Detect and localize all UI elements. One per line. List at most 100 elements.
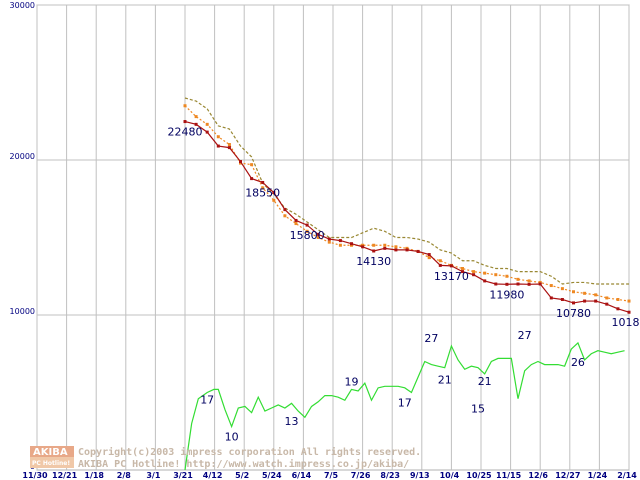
- x-tick-label: 7/5: [324, 471, 338, 480]
- series-point-average: [327, 240, 331, 244]
- data-label: 26: [571, 356, 585, 369]
- data-label: 10780: [556, 307, 591, 320]
- series-point-average: [316, 236, 320, 239]
- series-point-lowest: [405, 248, 409, 252]
- series-point-lowest: [627, 310, 631, 314]
- series-point-average: [194, 115, 198, 119]
- series-point-average: [383, 243, 387, 247]
- series-point-lowest: [472, 273, 476, 277]
- series-point-average: [239, 161, 242, 165]
- series-point-average: [394, 245, 398, 249]
- series-line-upper: [184, 97, 629, 285]
- logo-top-box: [30, 446, 74, 457]
- series-point-average: [516, 277, 520, 281]
- series-point-average: [261, 186, 265, 190]
- x-tick-label: 3/21: [173, 471, 193, 480]
- series-point-lowest: [227, 146, 231, 150]
- copyright-watermark: AKIBA PC Hotline! Copyright(c)2003 impre…: [30, 446, 421, 470]
- series-point-average: [505, 274, 509, 278]
- x-tick-label: 12/21: [52, 471, 78, 480]
- data-label: 18550: [245, 186, 280, 199]
- series-point-lowest: [461, 270, 464, 274]
- data-label: 27: [518, 329, 532, 342]
- series-point-average: [494, 273, 498, 277]
- x-tick-label: 5/2: [235, 471, 249, 480]
- data-label: 10180: [612, 316, 640, 329]
- grid: [36, 4, 630, 471]
- series-point-lowest: [572, 301, 575, 305]
- data-label: 17: [398, 397, 412, 410]
- series-point-average: [472, 270, 476, 274]
- series-point-lowest: [283, 208, 287, 212]
- series-point-average: [272, 198, 276, 202]
- series-point-average: [338, 243, 342, 247]
- series-group: [183, 97, 631, 471]
- data-label: 27: [424, 332, 438, 345]
- series-point-lowest: [294, 218, 298, 222]
- series-point-lowest: [350, 242, 353, 246]
- series-point-average: [372, 243, 376, 247]
- series-line-shops: [184, 341, 625, 471]
- series-point-average: [594, 293, 598, 297]
- series-point-average: [305, 229, 309, 233]
- site-url-line: AKIBA PC Hotline! http://www.watch.impre…: [78, 458, 409, 470]
- series-point-lowest: [560, 298, 564, 301]
- x-tick-label: 8/23: [380, 471, 400, 480]
- series-point-lowest: [605, 302, 609, 306]
- x-tick-label: 10/4: [440, 471, 460, 480]
- series-point-average: [538, 280, 542, 284]
- x-axis-ticks: 11/30 12/21 1/18 2/8 3/1 3/21 4/12 5/2 5/24 6/14 7…: [22, 471, 637, 480]
- data-label: 15800: [290, 229, 325, 242]
- copyright-line: Copyright(c)2003 impress corporation All…: [78, 446, 421, 458]
- x-tick-label: 10/25: [466, 471, 492, 480]
- series-point-average: [250, 163, 254, 167]
- series-point-average: [583, 291, 587, 295]
- series-point-lowest: [505, 282, 509, 286]
- x-tick-label: 4/12: [203, 471, 223, 480]
- series-point-lowest: [194, 122, 198, 126]
- series-point-lowest: [483, 279, 487, 283]
- series-point-lowest: [205, 130, 209, 134]
- logo-bottom-text: PC Hotline!: [32, 460, 70, 467]
- data-label: 17: [200, 393, 214, 406]
- series-point-average: [294, 222, 298, 226]
- data-label: 11980: [489, 288, 524, 301]
- x-tick-label: 7/26: [351, 471, 371, 480]
- series-point-average: [616, 298, 620, 301]
- logo-bottom-box: [30, 457, 74, 468]
- series-point-average: [227, 143, 231, 146]
- series-point-lowest: [183, 120, 187, 124]
- series-point-lowest: [305, 223, 309, 227]
- x-tick-label: 2/14: [617, 471, 637, 480]
- x-tick-label: 1/18: [84, 471, 104, 480]
- series-point-lowest: [616, 307, 620, 311]
- series-point-lowest: [583, 299, 587, 303]
- data-label: 15: [471, 403, 485, 416]
- x-tick-label: 2/8: [117, 471, 131, 480]
- y-axis-ticks: 3000020000100000: [10, 1, 35, 471]
- series-point-lowest: [338, 239, 342, 243]
- series-point-lowest: [549, 296, 553, 300]
- data-label: 14130: [356, 255, 391, 268]
- series-point-lowest: [494, 282, 498, 286]
- logo-top-text: AKIBA: [33, 447, 68, 458]
- x-tick-label: 9/13: [410, 471, 430, 480]
- x-tick-label: 6/14: [292, 471, 312, 480]
- series-point-lowest: [316, 232, 320, 236]
- x-tick-label: 5/24: [262, 471, 282, 480]
- series-point-lowest: [372, 249, 376, 253]
- series-point-lowest: [383, 246, 387, 250]
- series-line-average: [184, 105, 630, 302]
- series-point-average: [605, 296, 609, 300]
- series-point-average: [216, 135, 220, 139]
- series-point-lowest: [427, 253, 431, 257]
- series-point-average: [361, 243, 365, 247]
- series-point-lowest: [416, 249, 420, 253]
- x-tick-label: 11/15: [496, 471, 522, 480]
- series-point-lowest: [538, 282, 542, 286]
- series-point-lowest: [216, 144, 220, 148]
- data-label: 22480: [168, 126, 203, 139]
- series-point-lowest: [250, 177, 254, 181]
- data-label: 10: [225, 431, 239, 444]
- series-point-average: [405, 246, 409, 250]
